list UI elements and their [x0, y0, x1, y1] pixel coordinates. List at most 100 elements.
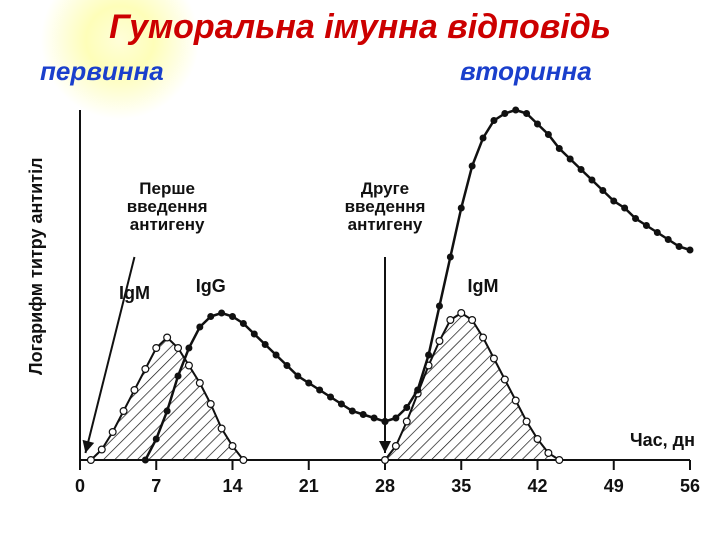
igm2-marker — [512, 397, 519, 404]
igg1-marker — [240, 321, 246, 327]
igg1-marker — [284, 363, 290, 369]
x-tick-label: 21 — [299, 476, 319, 496]
igg2-marker — [480, 135, 486, 141]
igm1-marker — [196, 380, 203, 387]
igg1-marker — [306, 380, 312, 386]
igg2-marker — [535, 121, 541, 127]
igg1-marker — [349, 408, 355, 414]
igg2-marker — [622, 205, 628, 211]
igg2-marker — [393, 415, 399, 421]
x-tick-label: 28 — [375, 476, 395, 496]
igg1-marker — [317, 387, 323, 393]
igm1-marker — [153, 345, 160, 352]
igm1-marker — [131, 387, 138, 394]
annotation-second-text: введення — [345, 197, 426, 216]
igg2-marker — [654, 230, 660, 236]
igg1-marker — [186, 345, 192, 351]
igm2-marker — [523, 418, 530, 425]
igm2-marker — [469, 317, 476, 324]
igm1-marker — [207, 401, 214, 408]
igm2-marker — [403, 418, 410, 425]
igg1-marker — [273, 352, 279, 358]
igg1-marker — [142, 457, 148, 463]
igg1-marker — [153, 436, 159, 442]
igm1-marker — [142, 366, 149, 373]
igg2-marker — [676, 244, 682, 250]
igm2-marker — [392, 443, 399, 450]
igg2-marker — [524, 111, 530, 117]
igm2-marker — [491, 355, 498, 362]
igm2-marker — [382, 457, 389, 464]
igg1-marker — [338, 401, 344, 407]
igg2-marker — [502, 111, 508, 117]
igm1-marker — [186, 362, 193, 369]
annotation-first-text: Перше — [139, 179, 195, 198]
igm1-marker — [218, 425, 225, 432]
igg2-marker — [687, 247, 693, 253]
x-tick-label: 49 — [604, 476, 624, 496]
annotation-second-text: антигену — [348, 215, 423, 234]
igm1-marker — [98, 446, 105, 453]
igg2-marker — [491, 118, 497, 124]
igg1-marker — [371, 415, 377, 421]
x-tick-label: 0 — [75, 476, 85, 496]
igm1-marker — [229, 443, 236, 450]
igm1-fill — [91, 338, 244, 461]
annotation-first-arrowhead — [83, 440, 95, 453]
igg1-marker — [197, 324, 203, 330]
igg2-marker — [458, 205, 464, 211]
igg1-marker — [328, 394, 334, 400]
igm1-marker — [87, 457, 94, 464]
annotation-first-text: введення — [127, 197, 208, 216]
series-label-igg1: IgG — [196, 276, 226, 296]
igm1-marker — [175, 345, 182, 352]
igg2-marker — [633, 216, 639, 222]
x-tick-label: 56 — [680, 476, 700, 496]
igg1-marker — [262, 342, 268, 348]
subtitle-primary: первинна — [40, 56, 164, 87]
igg2-marker — [545, 132, 551, 138]
igm1-marker — [120, 408, 127, 415]
igm2-marker — [556, 457, 563, 464]
page-title: Гуморальна імунна відповідь — [0, 8, 720, 47]
igg2-marker — [513, 107, 519, 113]
igg2-marker — [426, 352, 432, 358]
igg2-marker — [556, 146, 562, 152]
annotation-second-arrowhead — [379, 441, 391, 453]
igm2-marker — [447, 317, 454, 324]
subtitle-secondary: вторинна — [460, 56, 592, 87]
igg2-marker — [665, 237, 671, 243]
igg2-marker — [447, 254, 453, 260]
x-axis-label: Час, дн — [630, 430, 695, 450]
annotation-first-text: антигену — [130, 215, 205, 234]
x-tick-label: 7 — [151, 476, 161, 496]
igm2-marker — [436, 338, 443, 345]
igm2-marker — [545, 450, 552, 457]
igg1-marker — [164, 408, 170, 414]
annotation-second-text: Друге — [361, 179, 409, 198]
igg1-marker — [251, 331, 257, 337]
igg2-marker — [404, 405, 410, 411]
igg1-marker — [208, 314, 214, 320]
igg2-marker — [600, 188, 606, 194]
igg2-marker — [415, 387, 421, 393]
igg2-marker — [469, 163, 475, 169]
igg2-marker — [643, 223, 649, 229]
igg1-marker — [360, 412, 366, 418]
y-axis-label: Логарифм титру антитіл — [26, 157, 46, 375]
igg2-marker — [436, 303, 442, 309]
immune-response-chart: 0714212835424956Час, днЛогарифм титру ан… — [10, 100, 710, 530]
igg1-marker — [175, 373, 181, 379]
igg1-marker — [295, 373, 301, 379]
igg2-marker — [611, 198, 617, 204]
igg2-marker — [589, 177, 595, 183]
igm1-marker — [109, 429, 116, 436]
igg1-marker — [219, 310, 225, 316]
x-tick-label: 35 — [451, 476, 471, 496]
igm1-marker — [164, 334, 171, 341]
igg1-marker — [230, 314, 236, 320]
igm2-marker — [534, 436, 541, 443]
igm2-fill — [385, 313, 559, 460]
igm1-marker — [240, 457, 247, 464]
igm2-marker — [480, 334, 487, 341]
